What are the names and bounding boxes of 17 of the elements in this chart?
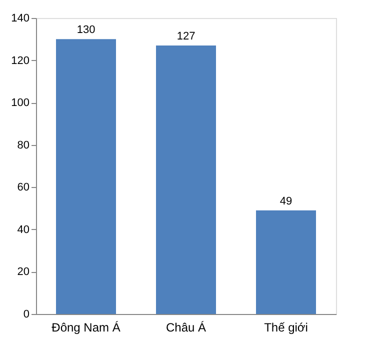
data-label: 130: [76, 24, 96, 36]
bar: [256, 210, 316, 314]
x-tick-label: Đông Nam Á: [52, 320, 120, 334]
y-tick-label: 140: [11, 12, 30, 24]
y-tick-label: 20: [17, 266, 30, 278]
y-tick-label: 60: [17, 182, 30, 194]
y-tick-label: 120: [11, 54, 30, 67]
y-tick-label: 0: [23, 308, 30, 320]
data-label: 49: [280, 195, 292, 208]
bar: [156, 45, 216, 314]
y-tick-label: 100: [11, 97, 30, 110]
data-label: 127: [176, 30, 196, 42]
y-tick-label: 40: [17, 224, 30, 236]
y-tick-label: 80: [17, 139, 30, 152]
x-tick-label: Thế giới: [264, 320, 308, 334]
bar: [56, 39, 116, 314]
x-tick-label: Châu Á: [166, 320, 206, 334]
